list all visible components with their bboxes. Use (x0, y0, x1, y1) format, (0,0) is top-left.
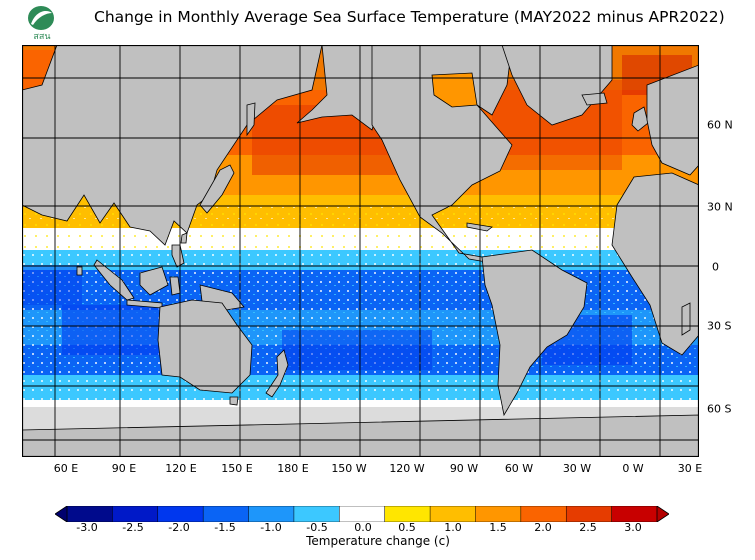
lon-label-60e: 60 E (53, 462, 79, 475)
colorbar-tick: -1.5 (214, 521, 236, 534)
colorbar-segment (293, 506, 340, 522)
logo-text: สสน (33, 32, 50, 42)
lon-label-90e: 90 E (111, 462, 137, 475)
colorbar-segment (429, 506, 477, 522)
lon-label-180e: 180 E (277, 462, 309, 475)
sakhalin-island (246, 102, 256, 137)
colorbar-segment (520, 506, 567, 522)
graticule (22, 45, 699, 457)
new-zealand (265, 349, 289, 398)
south-america (481, 249, 588, 417)
colorbar-min-arrow (55, 506, 68, 522)
philippines-islands (171, 244, 185, 268)
north-america (371, 45, 513, 264)
sst-change-map (22, 45, 699, 457)
colorbar-tick: -3.0 (76, 521, 98, 534)
colorbar-tick: -0.5 (306, 521, 328, 534)
cuba-island (466, 222, 493, 232)
australia (157, 299, 253, 394)
colorbar-tick: -2.0 (168, 521, 190, 534)
lon-label-120e: 120 E (165, 462, 197, 475)
logo-icon: สสน (28, 6, 54, 42)
lon-label-90w: 90 W (449, 462, 479, 475)
lon-label-120w: 120 W (389, 462, 425, 475)
madagascar (681, 302, 691, 336)
lat-label-30s: 30 S (707, 319, 732, 333)
land-masses (22, 45, 699, 457)
japan-islands (199, 164, 235, 214)
map-border (22, 45, 699, 457)
sulawesi-island (169, 276, 181, 296)
sri-lanka (76, 266, 83, 276)
lat-label-0: 0 (712, 260, 719, 274)
colorbar-tick: -2.5 (122, 521, 144, 534)
colorbar-segments (66, 506, 658, 522)
colorbar-title: Temperature change (c) (306, 534, 450, 548)
lon-label-30w: 30 W (562, 462, 592, 475)
colorbar-tick: 0.5 (398, 521, 416, 534)
colorbar-tick: 1.0 (444, 521, 462, 534)
colorbar-segment (611, 506, 658, 522)
tasmania (229, 396, 239, 406)
hudson-bay (431, 72, 478, 108)
colorbar-segment (66, 506, 113, 522)
iceland (581, 92, 608, 106)
colorbar-tick: 0.0 (354, 521, 372, 534)
map-canvas (22, 45, 699, 457)
eurasia-landmass (22, 45, 323, 246)
borneo-island (139, 266, 169, 296)
taiwan-island (180, 232, 188, 244)
lat-label-60s: 60 S (707, 402, 732, 416)
colorbar-segment (384, 506, 431, 522)
lon-label-60w: 60 W (504, 462, 534, 475)
colorbar-segment (248, 506, 295, 522)
colorbar-segment (112, 506, 159, 522)
colorbar-tick: 2.5 (579, 521, 597, 534)
colorbar-tick: 3.0 (624, 521, 642, 534)
lat-label-60n: 60 N (707, 118, 733, 132)
lon-label-30e: 30 E (677, 462, 703, 475)
lat-label-30n: 30 N (707, 200, 733, 214)
colorbar-segment (475, 506, 522, 522)
lon-label-150w: 150 W (331, 462, 367, 475)
chart-title: Change in Monthly Average Sea Surface Te… (94, 8, 725, 26)
lon-label-150e: 150 E (221, 462, 253, 475)
colorbar-segment (565, 506, 613, 522)
colorbar-tick: 1.5 (489, 521, 507, 534)
colorbar-segment (202, 506, 250, 522)
colorbar-segment (339, 506, 386, 522)
colorbar-tick: -1.0 (260, 521, 282, 534)
colorbar-tick: 2.0 (534, 521, 552, 534)
antarctica (22, 414, 699, 457)
greenland (501, 45, 613, 126)
colorbar (55, 506, 669, 522)
colorbar-segment (157, 506, 204, 522)
colorbar-max-arrow (656, 506, 669, 522)
lon-label-0w: 0 W (622, 462, 644, 475)
british-isles (631, 106, 649, 132)
